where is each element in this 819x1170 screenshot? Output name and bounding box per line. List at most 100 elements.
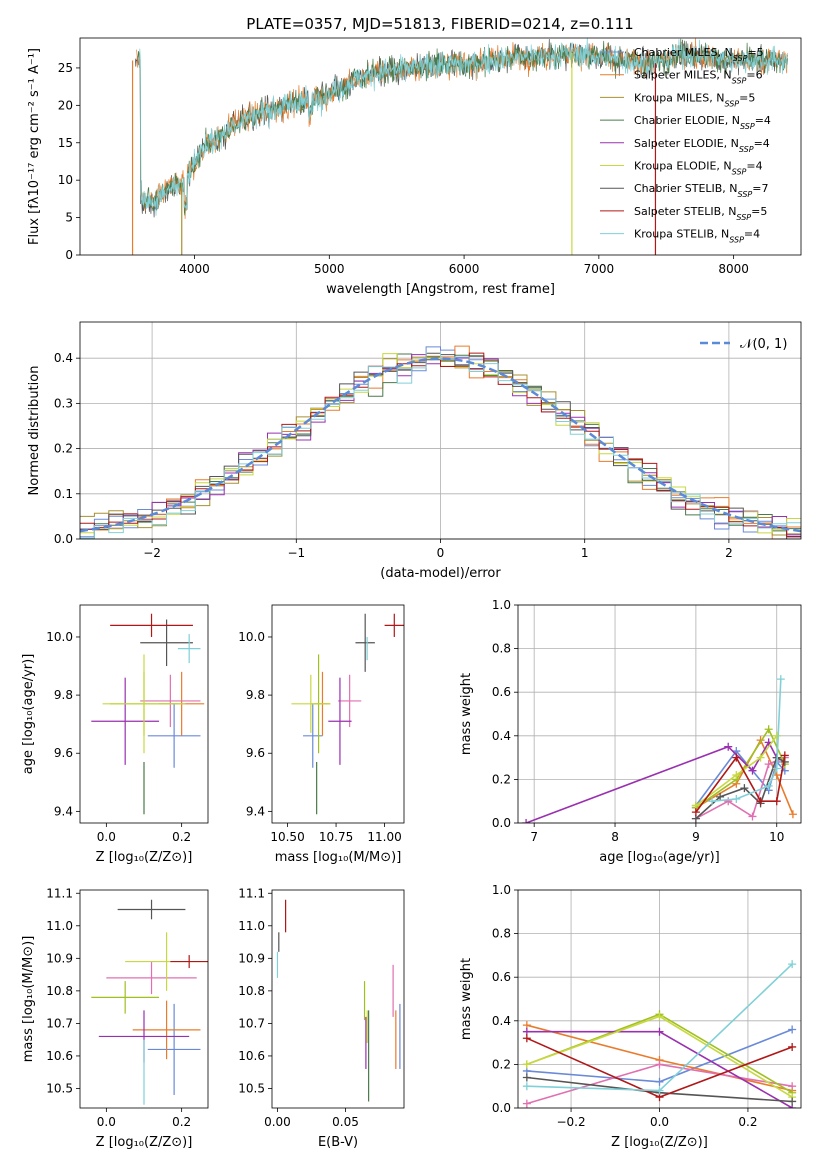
x-axis-label: Z [log₁₀(Z/Z⊙)] <box>96 850 193 865</box>
x-tick-label: 2 <box>725 546 733 560</box>
y-tick-label: 10.6 <box>46 1049 73 1063</box>
weight-marker <box>655 1060 664 1069</box>
weight-marker <box>788 1025 797 1034</box>
x-tick-label: 1 <box>581 546 589 560</box>
plot-area-spectrum <box>131 38 788 255</box>
normal-curve <box>80 357 801 533</box>
x-axis-label: wavelength [Angstrom, rest frame] <box>326 282 555 297</box>
y-tick-label: 0.0 <box>54 532 73 546</box>
y-tick-label: 15 <box>58 136 73 150</box>
y-tick-label: 0.6 <box>492 970 511 984</box>
x-tick-label: 0.05 <box>332 1115 359 1129</box>
x-tick-label: −0.2 <box>556 1115 585 1129</box>
x-tick-label: 8 <box>611 830 619 844</box>
y-tick-label: 0.4 <box>492 1014 511 1028</box>
y-axis-label: mass [log₁₀(M/M⊙)] <box>21 936 36 1063</box>
weight-marker <box>724 742 733 751</box>
weight-marker <box>522 1060 531 1069</box>
y-axis-label: age [log₁₀(age/yr)] <box>21 654 36 775</box>
weight-marker <box>522 1073 531 1082</box>
y-tick-label: 10 <box>58 173 73 187</box>
y-tick-label: 20 <box>58 98 73 112</box>
x-tick-label: −1 <box>287 546 305 560</box>
y-tick-label: 9.6 <box>246 746 265 760</box>
y-tick-label: 1.0 <box>492 883 511 897</box>
legend-label: Kroupa MILES, NSSP=5 <box>634 91 755 108</box>
y-tick-label: 10.8 <box>238 984 265 998</box>
x-tick-label: 0.0 <box>97 830 116 844</box>
y-tick-label: 11.0 <box>238 919 265 933</box>
y-tick-label: 9.4 <box>54 804 73 818</box>
y-tick-label: 0.4 <box>492 729 511 743</box>
axes-frame <box>271 604 405 824</box>
y-tick-label: 9.8 <box>246 688 265 702</box>
axes-age-weight: 7 8 9 10 0.0 0.2 0.4 0.6 0.8 1.0 age [log₁₀(age/yr… <box>459 598 802 865</box>
y-tick-label: 10.9 <box>46 951 73 965</box>
weight-marker <box>655 1086 664 1095</box>
x-tick-label: 0.2 <box>738 1115 757 1129</box>
histogram-step <box>80 352 801 537</box>
legend-label: Chabrier MILES, NSSP=5 <box>634 46 764 63</box>
axes-spectrum: 4000 5000 6000 7000 8000 0 5 10 15 20 25 wavelength… <box>27 37 802 297</box>
x-axis-label: E(B-V) <box>318 1135 358 1150</box>
x-tick-label: 5000 <box>314 262 345 276</box>
legend-subscript: SSP <box>740 122 755 131</box>
y-tick-label: 0.0 <box>492 816 511 830</box>
legend-label: Salpeter ELODIE, NSSP=4 <box>634 137 770 154</box>
weight-marker <box>788 810 797 819</box>
legend-subscript: SSP <box>724 99 739 108</box>
legend-text: Chabrier STELIB, N <box>634 182 738 195</box>
weight-marker <box>776 675 785 684</box>
x-tick-label: 8000 <box>718 262 749 276</box>
y-tick-label: 0.2 <box>492 772 511 786</box>
axes-frame <box>79 604 209 824</box>
weight-marker <box>748 766 757 775</box>
y-tick-label: 9.4 <box>246 804 265 818</box>
x-tick-label: 10.50 <box>270 830 304 844</box>
weight-marker <box>748 812 757 821</box>
weight-marker <box>732 771 741 780</box>
weight-marker <box>788 1042 797 1051</box>
axes-z-weight: −0.2 0.0 0.2 0.0 0.2 0.4 0.6 0.8 1.0 Z [log₁₀(Z/Z… <box>459 883 802 1150</box>
legend-label: Chabrier ELODIE, NSSP=4 <box>634 114 771 131</box>
y-tick-label: 0.6 <box>492 685 511 699</box>
x-tick-label: 4000 <box>179 262 210 276</box>
plot-area-age-weight <box>522 675 797 823</box>
y-tick-label: 10.5 <box>238 1081 265 1095</box>
legend-label: Kroupa STELIB, NSSP=4 <box>634 228 760 245</box>
weight-marker <box>522 819 531 823</box>
weight-marker <box>724 797 733 806</box>
weight-marker <box>732 753 741 762</box>
weight-marker <box>716 792 725 801</box>
x-axis-label: age [log₁₀(age/yr)] <box>599 850 720 865</box>
y-tick-label: 0 <box>65 248 73 262</box>
weight-marker <box>655 1012 664 1021</box>
y-tick-label: 5 <box>65 211 73 225</box>
plot-area-z-mass <box>91 899 208 1105</box>
legend-text: Kroupa MILES, N <box>634 91 724 104</box>
x-tick-label: 6000 <box>449 262 480 276</box>
y-tick-label: 10.7 <box>238 1016 265 1030</box>
x-axis-label: Z [log₁₀(Z/Z⊙)] <box>611 1135 708 1150</box>
spectrum-line <box>138 38 788 216</box>
x-tick-label: 0.0 <box>97 1115 116 1129</box>
axes-frame <box>79 889 209 1109</box>
legend-subscript: SSP <box>733 54 748 63</box>
y-tick-label: 0.1 <box>54 487 73 501</box>
plot-area-mass-age <box>291 613 404 815</box>
weight-marker <box>772 797 781 806</box>
weight-marker <box>756 797 765 806</box>
x-tick-label: 0.2 <box>172 830 191 844</box>
y-tick-label: 9.8 <box>54 688 73 702</box>
weight-marker <box>756 753 765 762</box>
legend-text: Chabrier ELODIE, N <box>634 114 740 127</box>
weight-marker <box>764 760 773 769</box>
legend-label: 𝒩(0, 1) <box>740 337 787 352</box>
y-tick-label: 10.0 <box>238 630 265 644</box>
legend-text: =5 <box>751 205 767 218</box>
y-axis-label: Flux [fλ10⁻¹⁷ erg cm⁻² s⁻¹ A⁻¹] <box>27 48 42 245</box>
x-tick-label: 9 <box>692 830 700 844</box>
plot-area-z-age <box>91 613 205 815</box>
weight-marker <box>772 764 781 773</box>
y-tick-label: 9.6 <box>54 746 73 760</box>
